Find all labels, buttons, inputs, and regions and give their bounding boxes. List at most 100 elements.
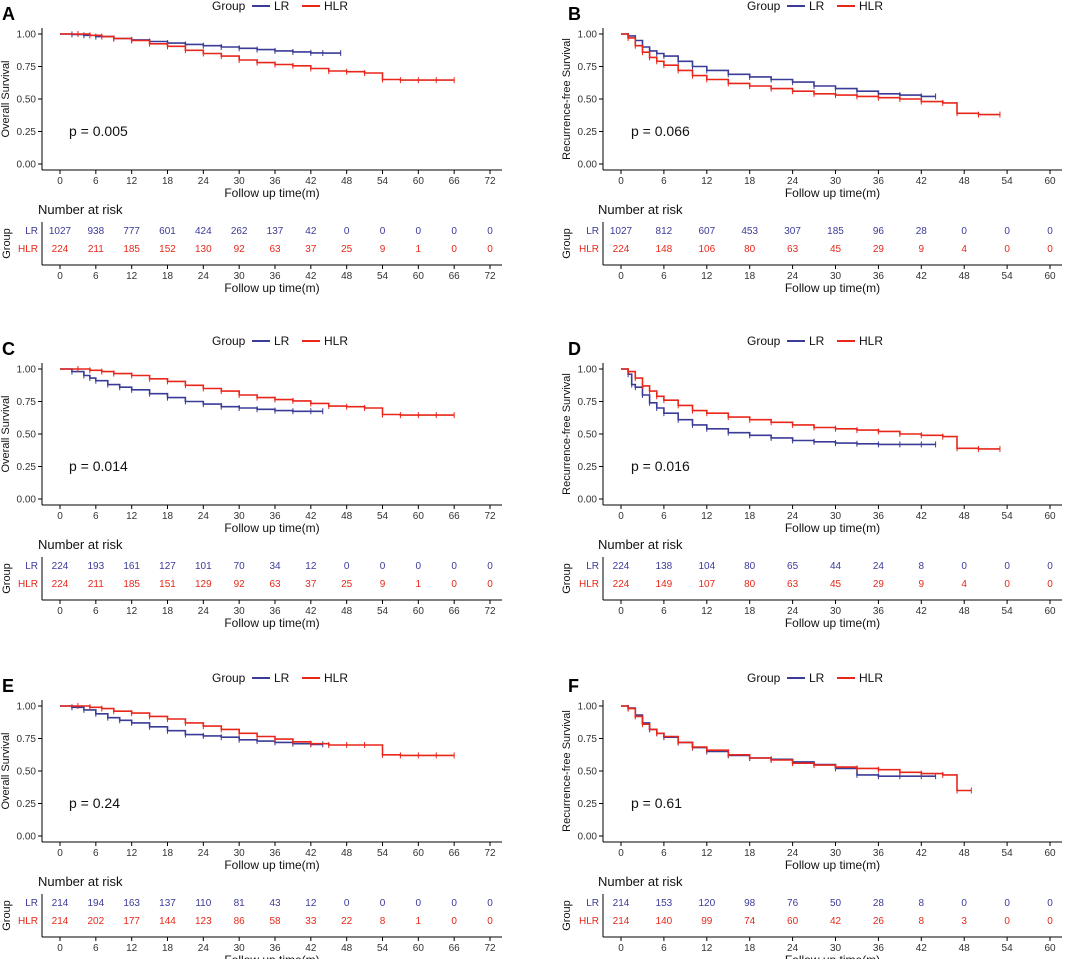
x-tick-label: 60 (413, 511, 425, 522)
risk-count-lr: 938 (87, 226, 104, 237)
legend-label-hlr: HLR (859, 334, 883, 348)
survival-curve-lr (621, 705, 936, 777)
risk-count-lr: 262 (231, 226, 248, 237)
risk-count-lr: 101 (195, 561, 212, 572)
legend-label-lr: LR (809, 0, 825, 13)
x-tick-label: 0 (618, 176, 624, 187)
x-axis-title: Follow up time(m) (224, 858, 319, 872)
x-tick-label: 18 (744, 848, 756, 859)
risk-count-hlr: 63 (269, 244, 281, 255)
x-tick-label: 30 (234, 511, 246, 522)
risk-count-lr: 424 (195, 226, 212, 237)
y-axis-title: Recurrence-free Survival (561, 710, 573, 832)
risk-x-tick-label: 6 (93, 271, 99, 282)
legend-title: Group (747, 334, 781, 348)
p-value: p = 0.005 (69, 123, 128, 139)
risk-count-lr: 0 (1004, 226, 1010, 237)
risk-count-lr: 65 (787, 561, 799, 572)
risk-count-lr: 194 (87, 898, 104, 909)
risk-count-lr: 0 (961, 898, 967, 909)
risk-count-lr: 76 (787, 898, 799, 909)
x-tick-label: 48 (959, 176, 971, 187)
x-tick-label: 54 (377, 176, 389, 187)
risk-row-label-lr: LR (25, 226, 38, 237)
x-tick-label: 54 (1002, 176, 1014, 187)
risk-count-hlr: 9 (380, 579, 386, 590)
risk-x-tick-label: 60 (413, 606, 425, 617)
risk-x-tick-label: 0 (57, 606, 63, 617)
risk-x-tick-label: 54 (377, 606, 389, 617)
risk-x-tick-label: 30 (830, 271, 842, 282)
risk-count-hlr: 106 (698, 244, 715, 255)
risk-x-tick-label: 48 (959, 271, 971, 282)
x-tick-label: 6 (661, 511, 667, 522)
risk-count-lr: 110 (195, 898, 211, 909)
risk-x-tick-label: 18 (744, 271, 756, 282)
risk-x-axis-title: Follow up time(m) (224, 616, 319, 630)
x-tick-label: 42 (305, 176, 317, 187)
risk-x-tick-label: 0 (618, 271, 624, 282)
risk-count-lr: 127 (159, 561, 176, 572)
risk-count-lr: 50 (830, 898, 842, 909)
risk-row-label-hlr: HLR (579, 244, 599, 255)
risk-count-lr: 0 (380, 898, 386, 909)
risk-count-hlr: 9 (919, 244, 925, 255)
risk-count-lr: 34 (269, 561, 281, 572)
risk-x-tick-label: 60 (413, 943, 425, 954)
risk-x-tick-label: 66 (449, 943, 461, 954)
x-tick-label: 30 (830, 848, 842, 859)
risk-count-lr: 120 (698, 898, 715, 909)
risk-x-tick-label: 72 (484, 606, 496, 617)
legend-label-hlr: HLR (324, 671, 348, 685)
risk-count-hlr: 0 (487, 579, 493, 590)
risk-x-tick-label: 36 (269, 271, 281, 282)
risk-count-lr: 812 (656, 226, 673, 237)
y-tick-label: 0.00 (578, 160, 598, 171)
risk-x-tick-label: 54 (1002, 943, 1014, 954)
risk-row-label-hlr: HLR (18, 579, 38, 590)
x-tick-label: 54 (1002, 511, 1014, 522)
risk-row-label-lr: LR (586, 226, 599, 237)
risk-count-lr: 0 (344, 898, 350, 909)
risk-count-lr: 12 (305, 561, 317, 572)
y-tick-label: 0.25 (17, 127, 37, 138)
panel-d: D Group LR HLR Recurrence-free Survival 0.00 0… (561, 334, 1062, 630)
risk-count-lr: 0 (487, 561, 493, 572)
risk-row-label-hlr: HLR (579, 579, 599, 590)
risk-count-lr: 307 (784, 226, 801, 237)
y-tick-label: 0.25 (17, 462, 37, 473)
x-tick-label: 12 (126, 511, 138, 522)
y-tick-label: 0.50 (578, 767, 598, 778)
p-value: p = 0.24 (69, 795, 120, 811)
risk-x-tick-label: 48 (959, 943, 971, 954)
risk-x-tick-label: 66 (449, 271, 461, 282)
risk-count-lr: 163 (123, 898, 140, 909)
risk-table-title: Number at risk (598, 537, 683, 552)
panel-letter: E (2, 676, 14, 696)
x-tick-label: 42 (305, 511, 317, 522)
x-tick-label: 72 (484, 511, 496, 522)
panel-c: C Group LR HLR Overall Survival 0.00 0.25 0.50 0… (0, 334, 502, 630)
x-tick-label: 18 (744, 176, 756, 187)
y-tick-label: 1.00 (17, 30, 37, 41)
risk-x-tick-label: 18 (162, 943, 174, 954)
risk-count-hlr: 8 (380, 916, 386, 927)
risk-x-tick-label: 30 (234, 943, 246, 954)
risk-row-label-lr: LR (25, 561, 38, 572)
panel-a: A Group LR HLR Overall Survival 0.00 0.25 0.50 0… (0, 0, 502, 295)
risk-row-label-hlr: HLR (18, 244, 38, 255)
x-tick-label: 18 (162, 176, 174, 187)
y-tick-label: 0.75 (578, 734, 598, 745)
x-tick-label: 36 (873, 511, 885, 522)
legend-label-hlr: HLR (324, 0, 348, 13)
risk-x-tick-label: 0 (618, 606, 624, 617)
legend-title: Group (747, 671, 781, 685)
legend-label-lr: LR (274, 334, 290, 348)
risk-count-hlr: 0 (1004, 244, 1010, 255)
risk-x-tick-label: 0 (57, 271, 63, 282)
x-tick-label: 42 (916, 176, 928, 187)
risk-count-hlr: 37 (305, 579, 317, 590)
legend-label-hlr: HLR (324, 334, 348, 348)
x-axis-title: Follow up time(m) (224, 521, 319, 535)
x-tick-label: 42 (305, 848, 317, 859)
